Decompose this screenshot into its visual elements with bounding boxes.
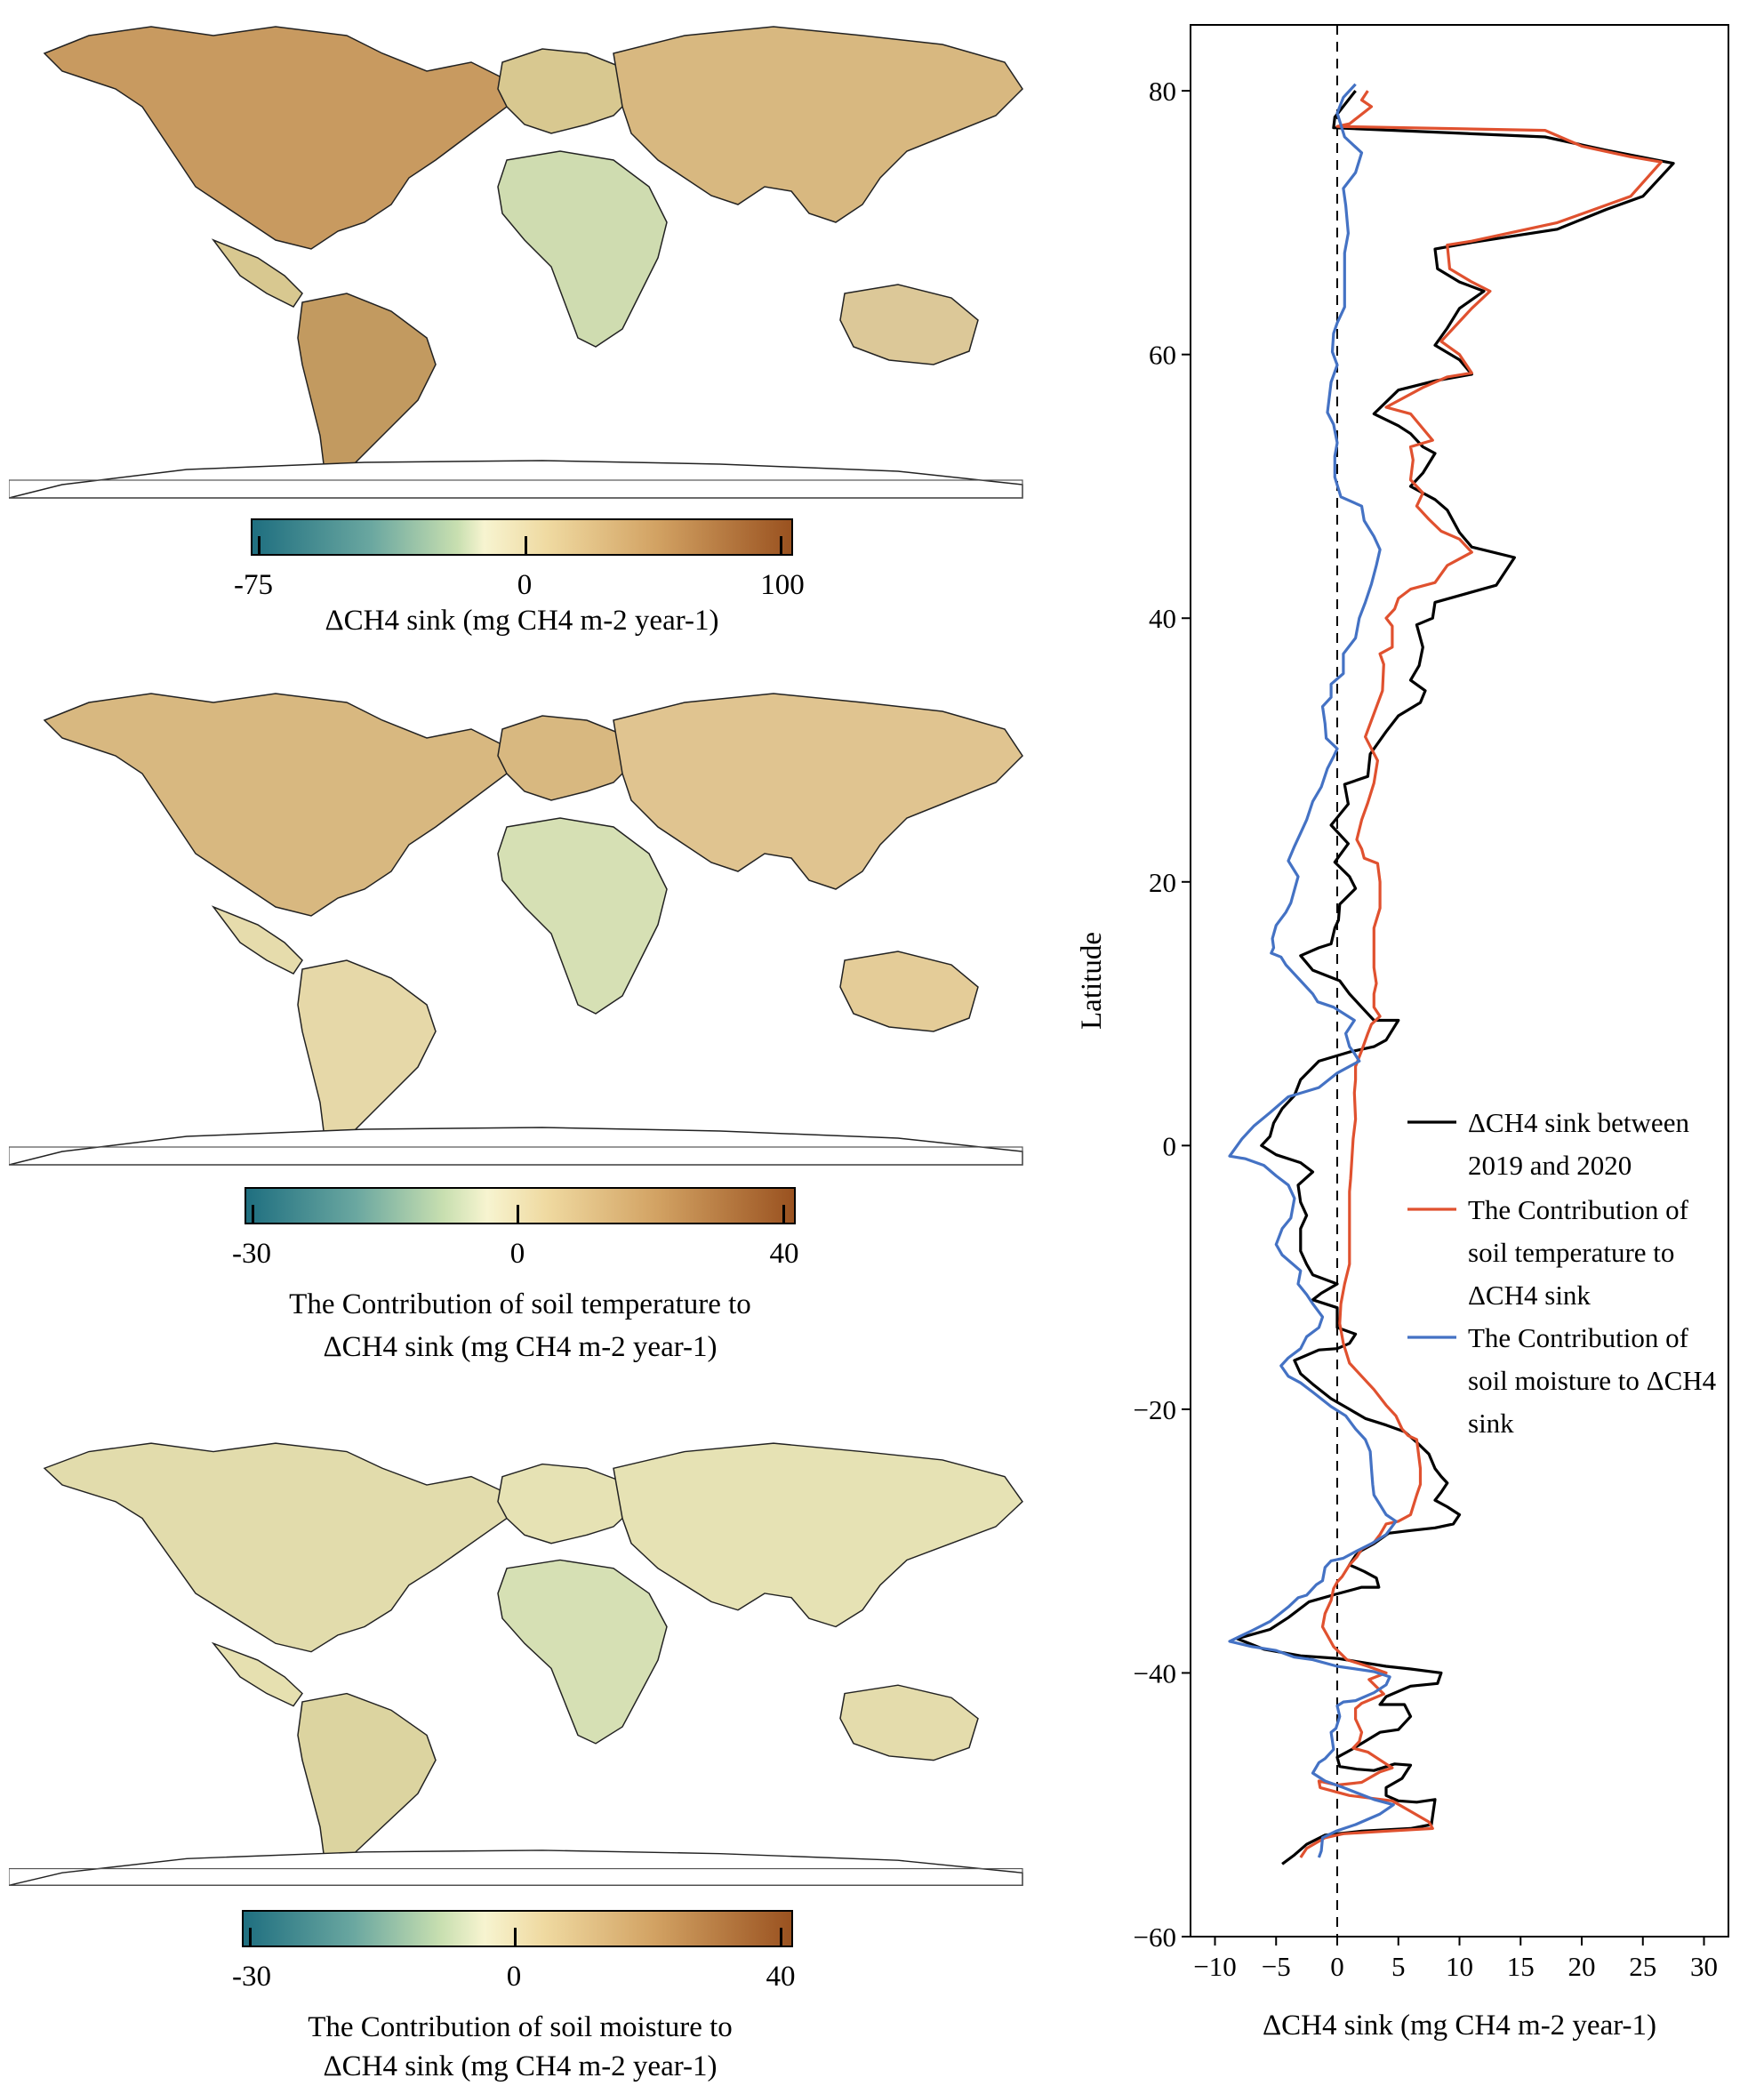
series-line-2 <box>1299 90 1663 1858</box>
map-panel-total <box>8 0 1031 502</box>
landmass-af <box>497 1559 668 1745</box>
map-frame <box>8 479 1023 499</box>
series-line-3 <box>1228 83 1398 1858</box>
landmass-ca <box>211 238 303 308</box>
world-map-temperature <box>8 693 1023 1166</box>
landmass-an <box>8 460 1023 499</box>
colorbar-total-caption: ΔCH4 sink (mg CH4 m-2 year-1) <box>251 605 793 638</box>
colorbar-total-label-min: -75 <box>234 569 273 601</box>
x-tick-label: 0 <box>1330 1951 1344 1982</box>
landmass-an <box>8 1849 1023 1887</box>
y-tick-label: 20 <box>1149 867 1176 898</box>
y-tick-label: −40 <box>1134 1657 1176 1689</box>
colorbar-tick-max <box>780 536 782 554</box>
x-tick-label: −5 <box>1262 1951 1291 1982</box>
caption-line: The Contribution of soil temperature to <box>289 1288 751 1320</box>
colorbar-tick-max <box>782 1205 785 1223</box>
x-tick-label: 25 <box>1629 1951 1656 1982</box>
landmass-sa <box>297 959 437 1153</box>
x-tick-label: 5 <box>1391 1951 1406 1982</box>
world-map-total <box>8 26 1023 499</box>
x-tick-label: −10 <box>1193 1951 1236 1982</box>
latitude-profile-chart: −10 −5 0 5 10 15 20 25 30 −60 −40 −20 0 20 40 60 80 ΔCH4 … <box>1076 24 1729 2042</box>
landmass-eu <box>497 715 632 801</box>
colorbar-moisture <box>242 1910 793 1953</box>
colorbar-total <box>251 518 793 561</box>
landmass-ca <box>211 1641 303 1707</box>
colorbar-tick-mid <box>517 1205 519 1223</box>
colorbar-tick-min <box>252 1205 254 1223</box>
y-axis-label: Latitude <box>1076 932 1108 1030</box>
map-frame <box>8 1867 1023 1886</box>
colorbar-gradient <box>245 1187 796 1224</box>
colorbar-temperature-label-mid: 0 <box>509 1238 525 1270</box>
series-line-1 <box>1235 90 1675 1865</box>
y-tick-label: 40 <box>1149 603 1176 634</box>
colorbar-tick-min <box>258 536 261 554</box>
colorbar-total-label-mid: 0 <box>517 569 533 601</box>
landmass-na <box>43 693 508 917</box>
landmass-ca <box>211 905 303 975</box>
colorbar-total-label-max: 100 <box>760 569 805 601</box>
colorbar-moisture-caption: The Contribution of soil moisture to ΔCH… <box>178 2008 862 2086</box>
landmass-af <box>497 150 668 348</box>
landmass-sa <box>297 293 437 486</box>
colorbar-gradient <box>251 518 793 556</box>
colorbar-gradient <box>242 1910 793 1947</box>
colorbar-moisture-label-max: 40 <box>766 1961 796 1993</box>
landmass-au <box>839 1684 979 1761</box>
colorbar-temperature-label-max: 40 <box>769 1238 799 1270</box>
landmass-sa <box>297 1692 437 1874</box>
map-frame <box>8 1146 1023 1166</box>
y-tick-label: −20 <box>1134 1394 1176 1425</box>
landmass-an <box>8 1127 1023 1166</box>
y-tick-label: 0 <box>1163 1130 1177 1161</box>
y-tick-label: 60 <box>1149 340 1176 371</box>
map-panel-moisture <box>8 1418 1031 1889</box>
x-axis-label: ΔCH4 sink (mg CH4 m-2 year-1) <box>1263 2010 1656 2042</box>
legend-entry-3: The Contribution of soil moisture to ΔCH4… <box>1468 1322 1717 1439</box>
x-tick-label: 15 <box>1507 1951 1535 1982</box>
landmass-na <box>43 26 508 250</box>
landmass-eu <box>497 1463 632 1544</box>
landmass-na <box>43 1442 508 1653</box>
colorbar-temperature-caption: The Contribution of soil temperature to … <box>178 1283 862 1368</box>
caption-line: ΔCH4 sink (mg CH4 m-2 year-1) <box>325 605 719 637</box>
y-tick-label: 80 <box>1149 76 1176 107</box>
colorbar-moisture-label-mid: 0 <box>506 1961 522 1993</box>
x-tick-label: 30 <box>1690 1951 1718 1982</box>
colorbar-tick-mid <box>525 536 527 554</box>
x-tick-label: 10 <box>1446 1951 1473 1982</box>
colorbar-moisture-label-min: -30 <box>232 1961 271 1993</box>
landmass-eu <box>497 48 632 134</box>
legend-entry-2: The Contribution of soil temperature to ΔC… <box>1468 1194 1689 1311</box>
caption-line: The Contribution of soil moisture to <box>308 2011 733 2043</box>
colorbar-temperature <box>245 1187 796 1230</box>
landmass-au <box>839 284 979 365</box>
colorbar-tick-max <box>780 1928 782 1946</box>
landmass-as <box>613 26 1023 223</box>
colorbar-tick-mid <box>514 1928 517 1946</box>
caption-line: ΔCH4 sink (mg CH4 m-2 year-1) <box>323 1331 718 1363</box>
legend-entry-1: ΔCH4 sink between 2019 and 2020 <box>1468 1107 1689 1181</box>
y-tick-label: −60 <box>1134 1922 1176 1953</box>
world-map-moisture <box>8 1442 1023 1887</box>
landmass-as <box>613 693 1023 890</box>
landmass-au <box>839 951 979 1032</box>
colorbar-temperature-label-min: -30 <box>232 1238 271 1270</box>
landmass-as <box>613 1442 1023 1628</box>
map-panel-temperature <box>8 667 1031 1169</box>
colorbar-tick-min <box>249 1928 252 1946</box>
landmass-af <box>497 817 668 1015</box>
caption-line: ΔCH4 sink (mg CH4 m-2 year-1) <box>323 2050 718 2082</box>
x-tick-label: 20 <box>1568 1951 1596 1982</box>
